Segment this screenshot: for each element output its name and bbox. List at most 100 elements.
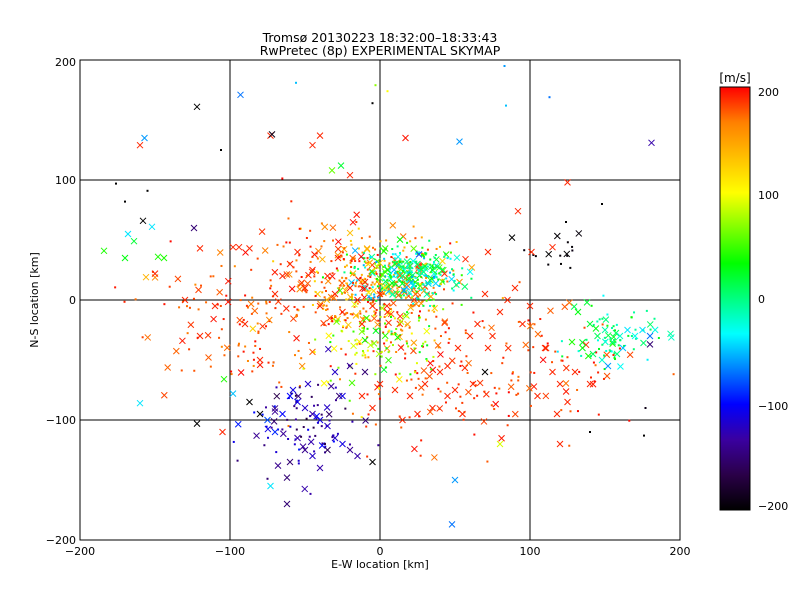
echo-point-large (405, 275, 413, 282)
echo-point-small (425, 274, 428, 277)
echo-point-small (425, 357, 428, 360)
echo-point-small (559, 254, 562, 257)
echo-point-small (602, 294, 605, 297)
echo-point-small (406, 280, 409, 283)
echo-point-large (296, 285, 304, 293)
echo-point-small (188, 348, 191, 351)
echo-point-small (451, 268, 454, 271)
echo-point-large (326, 314, 334, 322)
echo-point-small (495, 392, 498, 395)
echo-point-large (594, 332, 601, 340)
echo-point-large (144, 334, 152, 341)
echo-point-small (265, 425, 268, 428)
echo-point-small (604, 340, 607, 343)
echo-point-small (630, 335, 633, 338)
echo-point-large (204, 331, 212, 339)
echo-point-small (360, 416, 363, 419)
echo-point-small (529, 371, 532, 374)
echo-point-small (416, 372, 419, 375)
echo-point-small (396, 270, 399, 273)
echo-point-small (612, 353, 615, 356)
echo-point-small (411, 296, 414, 299)
echo-point-small (305, 291, 308, 294)
echo-point-small (612, 325, 615, 328)
echo-point-small (418, 351, 421, 354)
echo-point-large (130, 237, 138, 245)
colorbar-unit-label: [m/s] (719, 71, 750, 85)
echo-point-small (371, 102, 374, 105)
echo-point-large (346, 446, 354, 454)
echo-point-small (220, 328, 223, 331)
echo-point-large (407, 304, 414, 311)
echo-point-large (339, 308, 346, 316)
echo-point-small (270, 426, 273, 429)
echo-point-small (589, 376, 592, 379)
echo-point-small (406, 272, 409, 275)
echo-point-large (329, 224, 337, 232)
echo-point-small (286, 418, 289, 421)
echo-point-large (459, 410, 466, 418)
echo-point-small (532, 253, 535, 256)
echo-point-large (604, 332, 612, 339)
echo-point-large (648, 139, 655, 147)
echo-point-small (272, 260, 275, 263)
echo-point-large (353, 211, 361, 219)
echo-point-large (365, 289, 372, 296)
echo-point-large (309, 141, 316, 149)
echo-point-small (349, 261, 352, 264)
echo-point-small (342, 258, 345, 261)
echo-point-small (325, 304, 328, 307)
echo-point-small (115, 182, 117, 185)
echo-point-large (431, 454, 438, 461)
echo-point-large (351, 247, 359, 254)
echo-point-small (265, 300, 268, 303)
echo-point-small (345, 282, 348, 285)
echo-point-large (429, 366, 437, 374)
echo-point-large (454, 344, 462, 352)
echo-point-large (256, 410, 264, 418)
echo-point-large (348, 279, 355, 286)
echo-point-small (400, 262, 403, 265)
echo-point-large (241, 320, 249, 328)
echo-point-small (457, 383, 460, 386)
echo-point-large (411, 445, 418, 453)
echo-point-large (349, 218, 357, 226)
echo-point-small (415, 260, 418, 263)
echo-point-large (583, 299, 591, 306)
echo-point-small (397, 263, 400, 266)
echo-point-small (486, 460, 489, 463)
echo-point-small (345, 264, 348, 267)
echo-point-large (370, 315, 378, 322)
echo-point-small (354, 282, 357, 285)
echo-point-small (389, 341, 392, 344)
echo-point-large (390, 299, 397, 307)
echo-point-large (387, 275, 395, 283)
echo-point-small (527, 349, 530, 352)
echo-point-small (435, 276, 438, 279)
echo-point-small (417, 297, 420, 300)
echo-point-small (377, 393, 380, 396)
plot-frame (79, 59, 681, 541)
echo-point-large (400, 266, 408, 274)
echo-point-large (410, 245, 418, 252)
echo-point-large (216, 288, 224, 296)
echo-point-small (379, 315, 382, 318)
echo-point-small (393, 275, 396, 278)
echo-point-small (287, 217, 290, 220)
echo-point-small (613, 356, 616, 359)
echo-point-small (566, 241, 569, 244)
echo-point-large (279, 272, 286, 280)
echo-point-large (530, 383, 538, 390)
echo-point-large (395, 375, 403, 383)
echo-point-large (481, 290, 489, 298)
echo-point-large (187, 321, 195, 329)
echo-point-small (362, 298, 365, 301)
echo-point-small (421, 345, 424, 348)
echo-point-small (398, 372, 401, 375)
echo-point-small (473, 397, 476, 400)
echo-point-small (422, 304, 425, 307)
echo-point-small (402, 249, 405, 252)
echo-point-small (410, 332, 413, 335)
echo-point-small (426, 265, 429, 268)
echo-point-small (275, 451, 278, 454)
